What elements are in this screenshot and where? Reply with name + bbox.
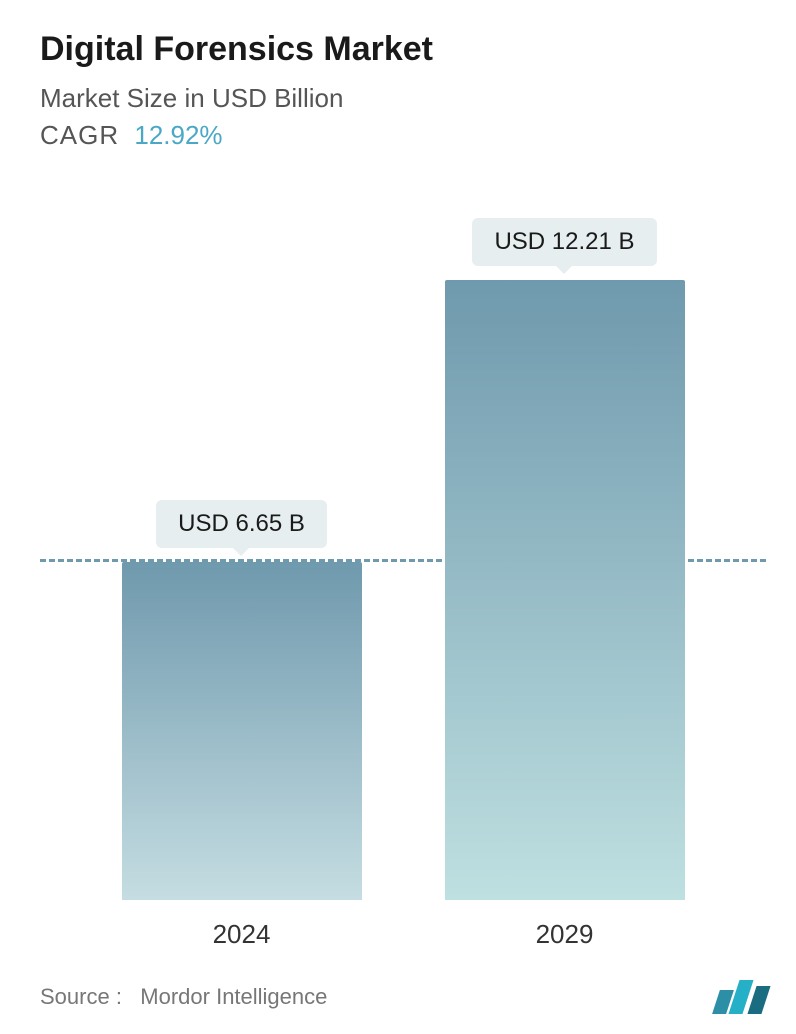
cagr-row: CAGR 12.92% xyxy=(40,120,766,151)
x-label: 2024 xyxy=(122,919,362,950)
cagr-value: 12.92% xyxy=(134,120,222,150)
value-badge: USD 12.21 B xyxy=(472,218,656,266)
chart-area: USD 6.65 BUSD 12.21 B 20242029 xyxy=(40,181,766,970)
bar-group: USD 6.65 B xyxy=(122,500,362,900)
x-label: 2029 xyxy=(445,919,685,950)
source-text: Source : Mordor Intelligence xyxy=(40,984,327,1010)
chart-footer: Source : Mordor Intelligence xyxy=(40,970,766,1014)
value-badge: USD 6.65 B xyxy=(156,500,327,548)
logo-bar-icon xyxy=(747,986,770,1014)
brand-logo xyxy=(716,980,766,1014)
chart-container: Digital Forensics Market Market Size in … xyxy=(0,0,796,1034)
chart-subtitle: Market Size in USD Billion xyxy=(40,83,766,114)
bar xyxy=(122,562,362,900)
cagr-label: CAGR xyxy=(40,120,119,150)
bar xyxy=(445,280,685,900)
bar-group: USD 12.21 B xyxy=(445,218,685,900)
x-axis-labels: 2024 2029 xyxy=(40,919,766,950)
source-label: Source : xyxy=(40,984,122,1009)
chart-title: Digital Forensics Market xyxy=(40,30,766,69)
bars-wrap: USD 6.65 BUSD 12.21 B xyxy=(40,240,766,900)
source-name: Mordor Intelligence xyxy=(140,984,327,1009)
